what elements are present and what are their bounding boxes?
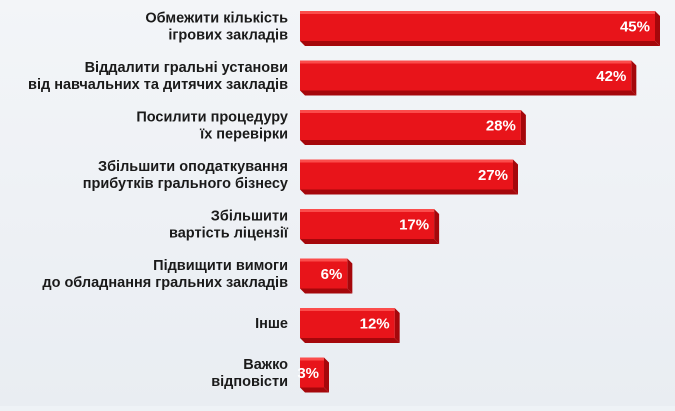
value-label-2: 28% [486, 118, 516, 135]
bar-highlight-5 [300, 258, 348, 262]
bar-bottom-6 [300, 338, 400, 343]
bar-2 [300, 110, 521, 140]
bar-0 [300, 11, 655, 41]
bar-4 [300, 209, 435, 239]
bar-side-3 [513, 159, 518, 195]
bar-highlight-1 [300, 60, 632, 64]
value-label-3: 27% [478, 167, 508, 184]
bar-1 [300, 60, 632, 91]
bar-side-2 [520, 110, 526, 145]
value-label-5: 6% [321, 266, 343, 283]
category-label-1: Віддалити гральні установи від навчальних… [28, 60, 288, 93]
value-label-1: 42% [596, 68, 626, 85]
bar-highlight-2 [300, 110, 521, 113]
category-label-6: Інше [255, 316, 288, 332]
category-label-3: Збільшити оподаткування прибутків грально… [83, 159, 288, 192]
bars-layer: 45% 42% 28% 27% 17% 6% 12% 3% [297, 11, 660, 393]
bar-bottom-3 [300, 189, 518, 195]
category-label-4: Збільшити вартість ліцензії [169, 209, 289, 242]
bar-side-0 [655, 11, 660, 46]
bar-highlight-4 [300, 209, 435, 212]
value-label-6: 12% [360, 316, 390, 333]
category-label-2: Посилити процедуру їх перевірки [136, 110, 288, 143]
category-labels-layer: Обмежити кількість ігрових закладів Віддал… [28, 11, 289, 391]
bar-side-5 [347, 258, 353, 294]
bar-highlight-3 [300, 159, 513, 163]
bar-bottom-2 [300, 140, 526, 145]
bar-highlight-7 [300, 357, 324, 361]
value-label-4: 17% [399, 217, 429, 234]
category-label-5: Підвищити вимоги до обладнання гральних з… [42, 258, 288, 291]
bar-6 [300, 308, 395, 338]
category-label-0: Обмежити кількість ігрових закладів [145, 11, 288, 44]
bar-3 [300, 159, 513, 190]
bar-side-1 [631, 60, 637, 96]
bar-5 [300, 258, 348, 289]
bar-bottom-0 [300, 41, 660, 46]
bar-highlight-6 [300, 308, 395, 311]
bar-bottom-1 [300, 90, 637, 96]
bar-bottom-7 [300, 387, 329, 393]
bar-bottom-5 [300, 288, 353, 294]
bar-side-4 [434, 209, 440, 244]
category-label-7: Важко відповісти [211, 357, 288, 390]
bar-7 [300, 357, 324, 388]
bar-side-7 [324, 357, 329, 393]
bar-highlight-0 [300, 11, 655, 14]
value-label-0: 45% [620, 19, 650, 36]
value-label-7: 3% [297, 365, 319, 382]
bar-side-6 [394, 308, 400, 343]
bar-bottom-4 [300, 239, 440, 244]
